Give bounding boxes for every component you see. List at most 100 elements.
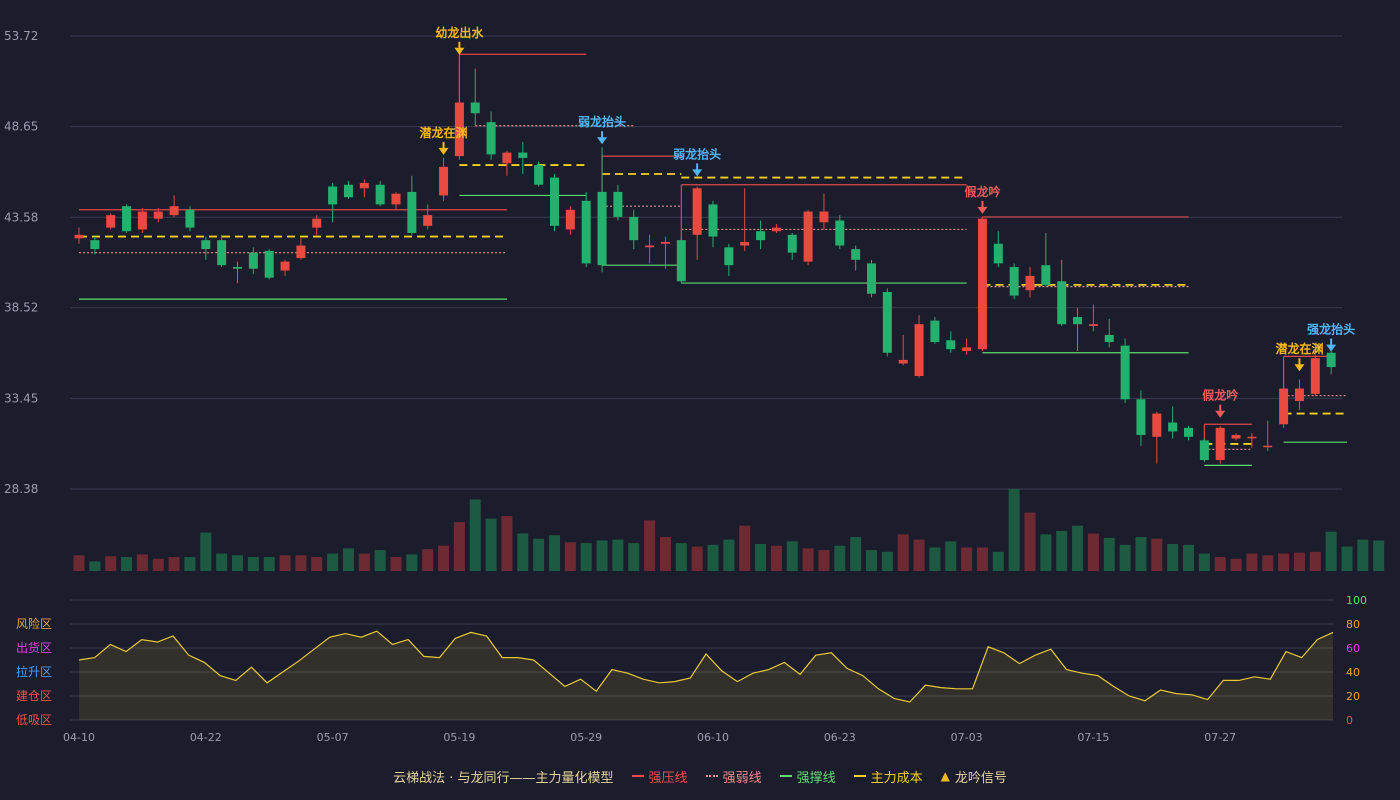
candle-body <box>1326 352 1336 368</box>
volume-bar <box>881 551 893 571</box>
candle-body <box>201 240 211 250</box>
volume-bar <box>136 554 148 571</box>
candle <box>169 195 179 217</box>
legend-item-weak-line[interactable]: 强弱线 <box>705 767 762 786</box>
candle-body <box>1294 388 1304 402</box>
volume-bar <box>390 557 402 571</box>
oscillator-tick-label: 100 <box>1346 594 1367 607</box>
volume-bar <box>850 536 862 571</box>
candle <box>1184 426 1193 441</box>
support-swatch <box>779 775 792 777</box>
volume-bar <box>232 555 243 571</box>
volume-bar <box>866 550 877 571</box>
candle-body <box>169 206 179 216</box>
volume-bar <box>961 547 973 571</box>
candle <box>470 68 480 126</box>
candle <box>185 206 195 232</box>
candle <box>882 288 892 357</box>
volume-bar <box>644 520 656 571</box>
volume-bar <box>549 535 560 571</box>
volume-bar <box>73 555 85 571</box>
candle <box>343 181 353 200</box>
candle <box>391 191 401 210</box>
candle <box>565 206 575 235</box>
volume-bar <box>691 546 703 571</box>
candle <box>550 174 559 232</box>
candle-body <box>851 249 861 260</box>
candlestick-chart: 53.7248.6543.5838.5233.4528.38幼龙出水潜龙在渊弱龙… <box>4 25 1385 744</box>
candle-body <box>692 188 702 235</box>
date-axis: 04-10 04-22 05-07 05-19 05-29 06-10 06-23 07-03… <box>63 731 1236 744</box>
candle-body <box>914 324 924 377</box>
candle-body <box>106 215 116 228</box>
volume-bar <box>168 557 180 571</box>
price-tick-label: 43.58 <box>4 210 38 224</box>
legend-item-strong-pressure[interactable]: 强压线 <box>631 767 688 786</box>
legend-item-main-cost[interactable]: 主力成本 <box>853 767 923 786</box>
candle-body <box>1279 388 1289 425</box>
signal-arrow-icon <box>692 169 703 177</box>
volume-bar <box>200 532 212 571</box>
volume-bar <box>485 518 497 571</box>
candle <box>613 184 623 221</box>
candle-body <box>946 340 956 350</box>
candle <box>153 207 163 223</box>
volume-bar <box>564 542 576 571</box>
volume-bar <box>659 536 671 571</box>
candle-body <box>1152 413 1162 437</box>
candle <box>90 236 100 255</box>
candle-body <box>502 152 512 164</box>
candle <box>1263 420 1273 452</box>
price-tick-label: 33.45 <box>4 391 38 405</box>
candle <box>1231 433 1241 441</box>
signal-arrow-icon <box>597 137 608 145</box>
candle-body <box>90 240 100 250</box>
candle <box>629 209 639 250</box>
volume-bar <box>1024 512 1036 571</box>
strong-pressure-swatch <box>631 775 644 777</box>
candle-body <box>613 191 623 217</box>
candle <box>867 259 876 298</box>
price-tick-label: 53.72 <box>4 29 38 43</box>
candle <box>264 249 274 280</box>
volume-bar <box>1008 489 1020 571</box>
signal-label: 强龙抬头 <box>1307 322 1355 337</box>
volume-bar <box>295 555 307 571</box>
candle-body <box>423 215 433 226</box>
candle <box>217 234 227 267</box>
volume-bar <box>834 545 846 571</box>
candle <box>1199 438 1209 462</box>
volume-bar <box>739 525 751 571</box>
volume-bar <box>1325 531 1337 571</box>
date-tick-label: 07-03 <box>951 731 983 744</box>
volume-bar <box>1357 539 1369 571</box>
signal-marker: 幼龙出水 <box>435 25 484 55</box>
candle <box>787 233 797 260</box>
legend-item-support[interactable]: 强撑线 <box>779 767 836 786</box>
candle-body <box>1073 317 1083 325</box>
volume-bar <box>1262 555 1274 571</box>
candle-body <box>756 231 766 241</box>
candle-body <box>1215 427 1225 461</box>
candle <box>676 236 686 284</box>
zone-label: 低吸区 <box>16 713 52 727</box>
candle <box>930 317 940 344</box>
candle-body <box>534 165 544 185</box>
price-tick-label: 48.65 <box>4 120 38 134</box>
signal-label: 幼龙出水 <box>435 25 484 40</box>
oscillator-tick-label: 20 <box>1346 690 1360 703</box>
candle-body <box>233 266 242 269</box>
volume-bar <box>327 553 339 571</box>
candle-body <box>153 211 163 219</box>
candle-body <box>1104 334 1114 343</box>
candle <box>233 261 242 284</box>
legend-item-signal[interactable]: ▲ 龙吟信号 <box>941 767 1007 786</box>
volume-bar <box>707 544 719 571</box>
candle-body <box>645 245 655 248</box>
candle-body <box>629 216 639 241</box>
volume-bar <box>1072 525 1084 571</box>
signal-marker: 潜龙在渊 <box>1275 341 1323 372</box>
date-tick-label: 05-07 <box>317 731 349 744</box>
